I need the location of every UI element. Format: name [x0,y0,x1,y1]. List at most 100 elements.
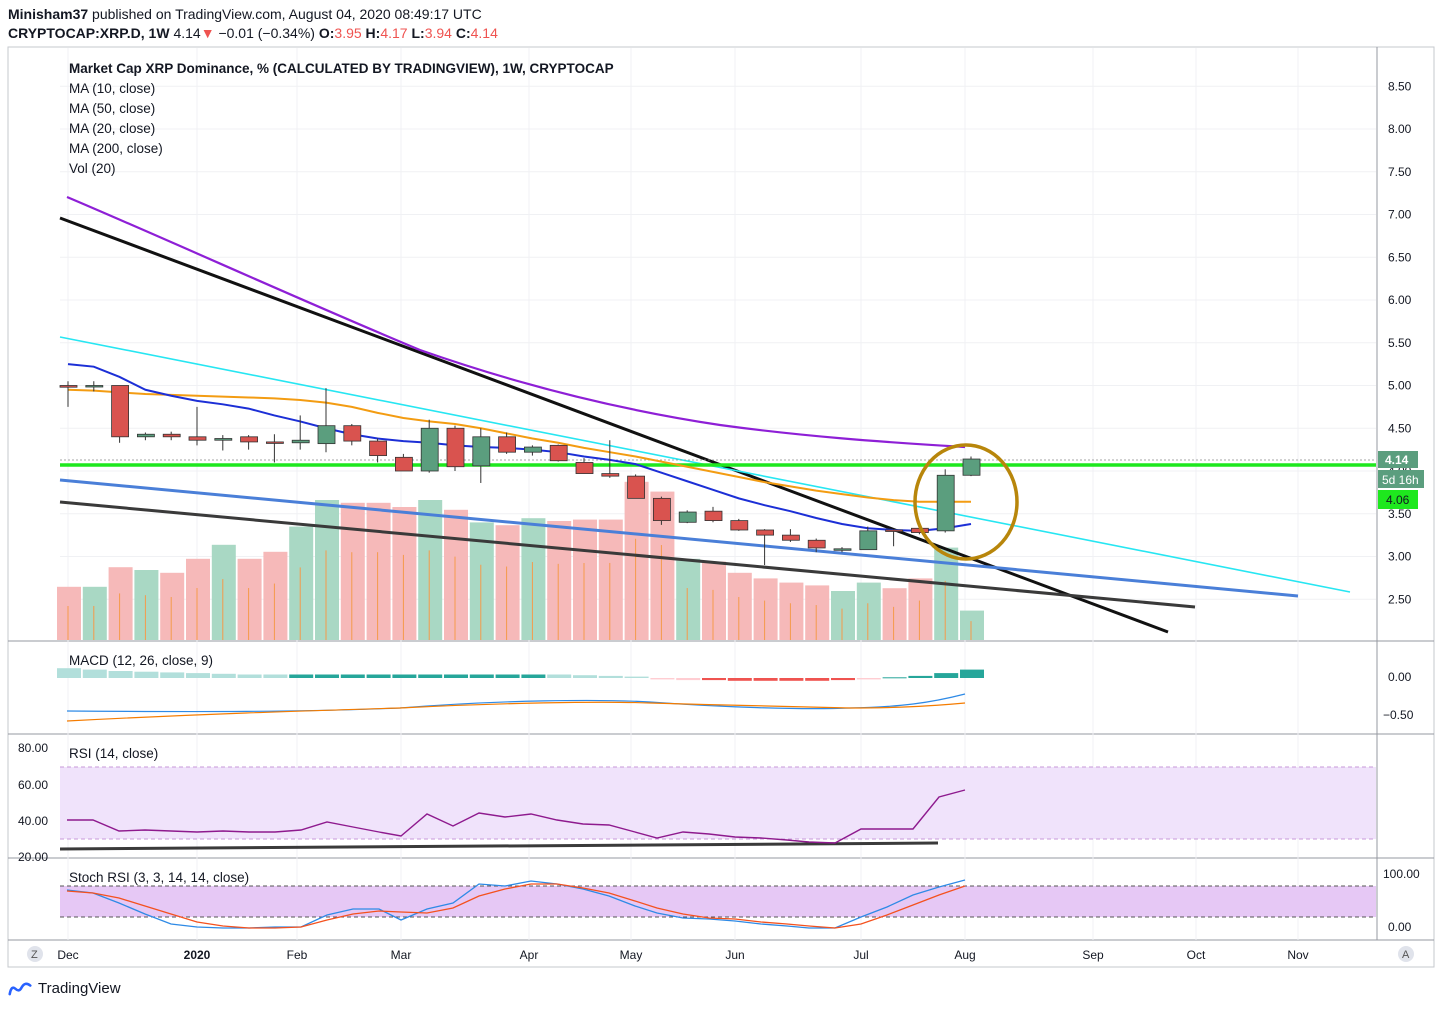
high-label: H: [365,25,381,41]
candle-body [446,427,465,468]
macd-bar [831,678,855,681]
price-tick: 3.50 [1388,507,1412,521]
candle-body [498,436,517,453]
publish-info: Minisham37 published on TradingView.com,… [8,6,482,22]
close-label: C: [455,25,471,41]
rsi-tick: 40.00 [18,814,48,828]
candle-body [704,510,723,521]
last-price: 4.14 [173,25,201,41]
legend-ma10[interactable]: MA (10, close) [69,81,155,96]
volume-bar [392,507,417,640]
candle-body [601,473,620,477]
volume-bar [237,558,262,640]
macd-bar [676,678,701,681]
price-tick: 5.00 [1388,379,1412,393]
volume-bar [134,570,159,640]
candle-body [782,534,800,541]
stoch-label[interactable]: Stoch RSI (3, 3, 14, 14, close) [69,870,249,885]
candle-body [343,425,362,442]
ma20-line [67,388,971,503]
macd-bar [160,672,185,678]
price-tick: 7.50 [1388,165,1412,179]
time-tick: Mar [391,948,412,962]
macd-bar [598,675,623,678]
volume-bar [160,572,185,640]
macd-tick: −0.50 [1383,708,1414,722]
macd-bar [521,674,546,678]
timezone-button[interactable] [27,946,43,962]
legend-ma20[interactable]: MA (20, close) [69,121,155,136]
volume-bar [108,567,133,640]
volume-bar [908,578,933,640]
macd-bar [934,673,959,678]
candle-body [859,530,878,551]
macd-bar [366,674,391,678]
price-tick: 6.50 [1388,250,1412,264]
rsi-line [67,789,966,844]
macd-bar [211,673,236,678]
volume-bar [340,502,365,640]
macd-bar [82,669,107,678]
time-tick: Jun [725,948,744,962]
ma10-line [67,363,972,532]
rsi-trendline[interactable] [59,841,939,851]
candle-body [394,456,413,472]
highlight-circle[interactable] [913,443,1019,561]
ma200-line [66,195,966,449]
macd-bar [805,678,830,681]
support-trendline-blue[interactable] [59,478,1299,598]
price-tick: 5.50 [1388,336,1412,350]
macd-bar [495,674,520,678]
author[interactable]: Minisham37 [8,6,89,22]
open-value: 3.95 [334,25,362,41]
time-tick: Jul [853,948,868,962]
macd-bar [547,674,572,678]
price-axis[interactable]: 2.503.003.504.004.505.005.506.006.507.00… [1388,79,1412,606]
volume-bar [779,582,804,640]
price-tick: 6.00 [1388,293,1412,307]
volume-bar [856,582,881,640]
candle-body [807,539,826,549]
time-tick: 2020 [184,948,211,962]
candle-body [472,436,491,467]
volume-bar [624,481,649,640]
volume-bar [805,585,830,640]
moving-averages [67,363,972,532]
price-change: −0.01 (−0.34%) [218,25,315,41]
macd-bar [57,668,81,678]
ma-badge [1378,490,1418,509]
candle-body [420,427,439,472]
rsi-label[interactable]: RSI (14, close) [69,746,158,761]
volume-bar [495,525,520,640]
legend-volume[interactable]: Vol (20) [69,161,116,176]
resistance-trendline[interactable] [59,216,1169,634]
brand-name[interactable]: TradingView [38,980,121,997]
symbol-ohlc: CRYPTOCAP:XRP.D, 1W 4.14▼ −0.01 (−0.34%)… [8,25,498,41]
close-value: 4.14 [470,25,498,41]
volume-bars [57,481,984,640]
candle-body [317,425,336,445]
candle-body [575,462,594,474]
symbol[interactable]: CRYPTOCAP:XRP.D, 1W [8,25,170,41]
last-price-badge-text: 4.14 [1385,453,1409,467]
down-arrow-icon: ▼ [200,25,215,41]
volume-bar [289,526,314,640]
legend-ma200[interactable]: MA (200, close) [69,141,163,156]
low-label: L: [411,25,425,41]
macd-bar [186,673,210,678]
candle-body [627,475,645,499]
macd-bar [702,678,726,681]
legend-ma50[interactable]: MA (50, close) [69,101,155,116]
candle-body [962,458,981,476]
time-axis[interactable]: Dec 2020 Feb Mar Apr May Jun Jul Aug Sep Oct Nov [57,948,1308,962]
candle-body [730,520,749,531]
time-tick: Nov [1287,948,1308,962]
auto-scale-button[interactable] [1398,946,1414,962]
price-tick: 4.50 [1388,421,1412,435]
macd-label[interactable]: MACD (12, 26, close, 9) [69,653,213,668]
auto-scale-icon: A [1402,949,1410,961]
candle-body [653,497,671,521]
candle-body [240,436,259,443]
support-trendline-dark[interactable] [59,500,1196,609]
